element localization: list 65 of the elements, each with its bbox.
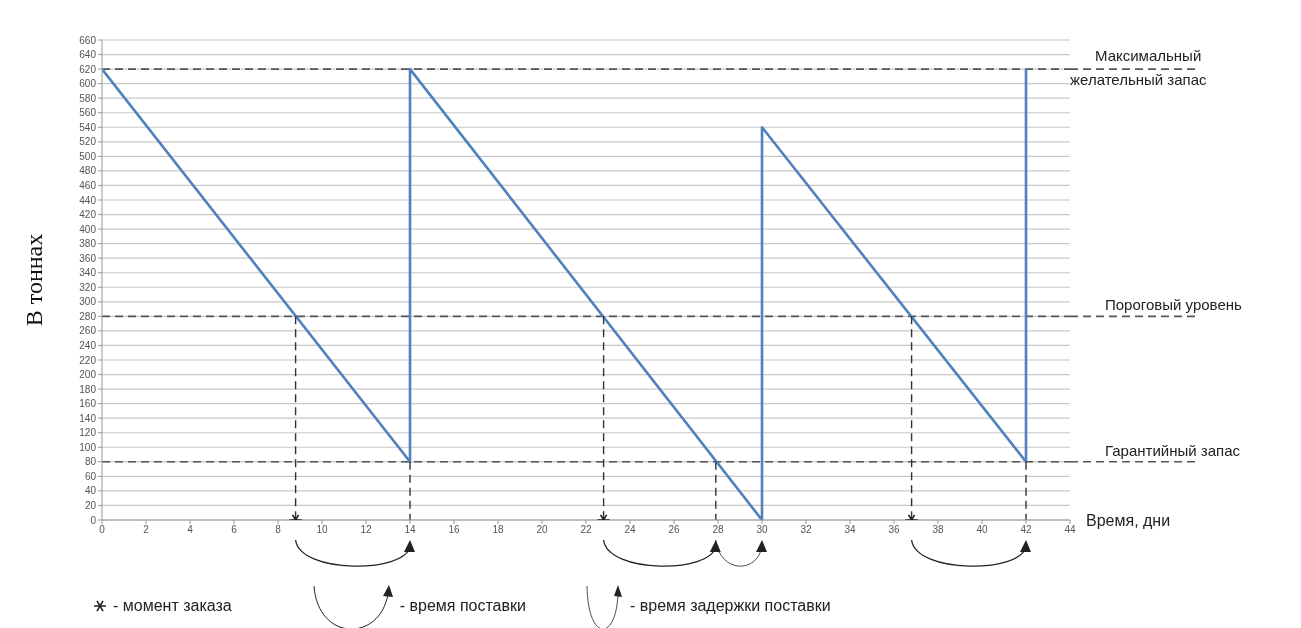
x-tick-label: 18 (492, 524, 504, 536)
x-tick-label: 0 (99, 524, 106, 536)
ref-line-label: Гарантийный запас (1105, 441, 1241, 459)
y-tick-label: 260 (79, 325, 97, 337)
y-tick-label: 0 (90, 514, 97, 526)
y-tick-label: 460 (79, 180, 97, 191)
ref-line-label: Максимальный желательный запас (1070, 47, 1208, 89)
x-tick-label: 30 (756, 524, 768, 536)
y-tick-label: 360 (79, 252, 97, 264)
x-tick-label: 44 (1064, 524, 1076, 536)
x-axis-title: Время, дни (1086, 512, 1171, 529)
x-tick-label: 4 (187, 524, 194, 536)
y-tick-label: 440 (79, 194, 97, 206)
y-tick-label: 40 (84, 485, 97, 497)
y-tick-label: 240 (79, 340, 97, 351)
x-tick-label: 40 (976, 524, 988, 536)
y-tick-label: 660 (79, 34, 97, 46)
x-tick-label: 8 (275, 524, 282, 536)
y-tick-label: 580 (79, 92, 97, 104)
y-tick-label: 20 (84, 500, 97, 511)
x-tick-label: 12 (360, 524, 372, 536)
y-tick-label: 420 (79, 209, 97, 221)
y-tick-label: 320 (79, 281, 97, 293)
legend-label: - момент заказа (113, 597, 232, 615)
x-tick-label: 32 (800, 524, 812, 536)
y-tick-label: 380 (79, 238, 97, 250)
x-tick-label: 6 (231, 524, 238, 536)
y-tick-label: 560 (79, 107, 97, 119)
y-tick-label: 620 (79, 63, 97, 75)
x-tick-label: 38 (932, 524, 944, 536)
y-tick-label: 400 (79, 223, 97, 235)
y-tick-label: 300 (79, 296, 97, 308)
text: - время задержки поставки (629, 597, 831, 615)
y-tick-label: 540 (79, 121, 97, 133)
x-tick-label: 16 (448, 524, 460, 536)
y-tick-label: 640 (79, 49, 97, 61)
y-tick-label: 160 (79, 398, 97, 410)
y-tick-label: 200 (79, 369, 97, 381)
x-tick-label: 20 (536, 524, 548, 536)
y-tick-label: 80 (84, 456, 97, 468)
y-tick-label: 100 (79, 441, 97, 453)
y-axis-title: В тоннах (21, 233, 47, 327)
y-tick-label: 340 (79, 267, 97, 279)
x-tick-label: 2 (143, 524, 150, 536)
text: - время поставки (399, 597, 526, 615)
y-tick-label: 280 (79, 310, 97, 322)
x-tick-label: 22 (580, 524, 592, 536)
x-tick-label: 28 (712, 524, 724, 536)
x-tick-label: 10 (316, 524, 328, 536)
x-tick-label: 36 (888, 524, 900, 536)
x-tick-label: 14 (404, 524, 416, 536)
x-tick-label: 26 (668, 524, 680, 536)
y-tick-label: 480 (79, 165, 97, 177)
y-tick-label: 600 (79, 78, 97, 90)
y-tick-label: 60 (84, 470, 97, 482)
x-tick-label: 42 (1020, 524, 1032, 536)
y-tick-label: 180 (79, 383, 97, 395)
y-tick-label: 220 (79, 354, 97, 366)
y-tick-label: 500 (79, 150, 97, 162)
ref-line-label: Пороговый уровень (1105, 296, 1243, 314)
y-tick-label: 140 (79, 412, 97, 424)
x-tick-label: 34 (844, 524, 856, 536)
y-tick-label: 120 (79, 427, 97, 439)
x-tick-label: 24 (624, 524, 636, 536)
y-tick-label: 520 (79, 136, 97, 148)
